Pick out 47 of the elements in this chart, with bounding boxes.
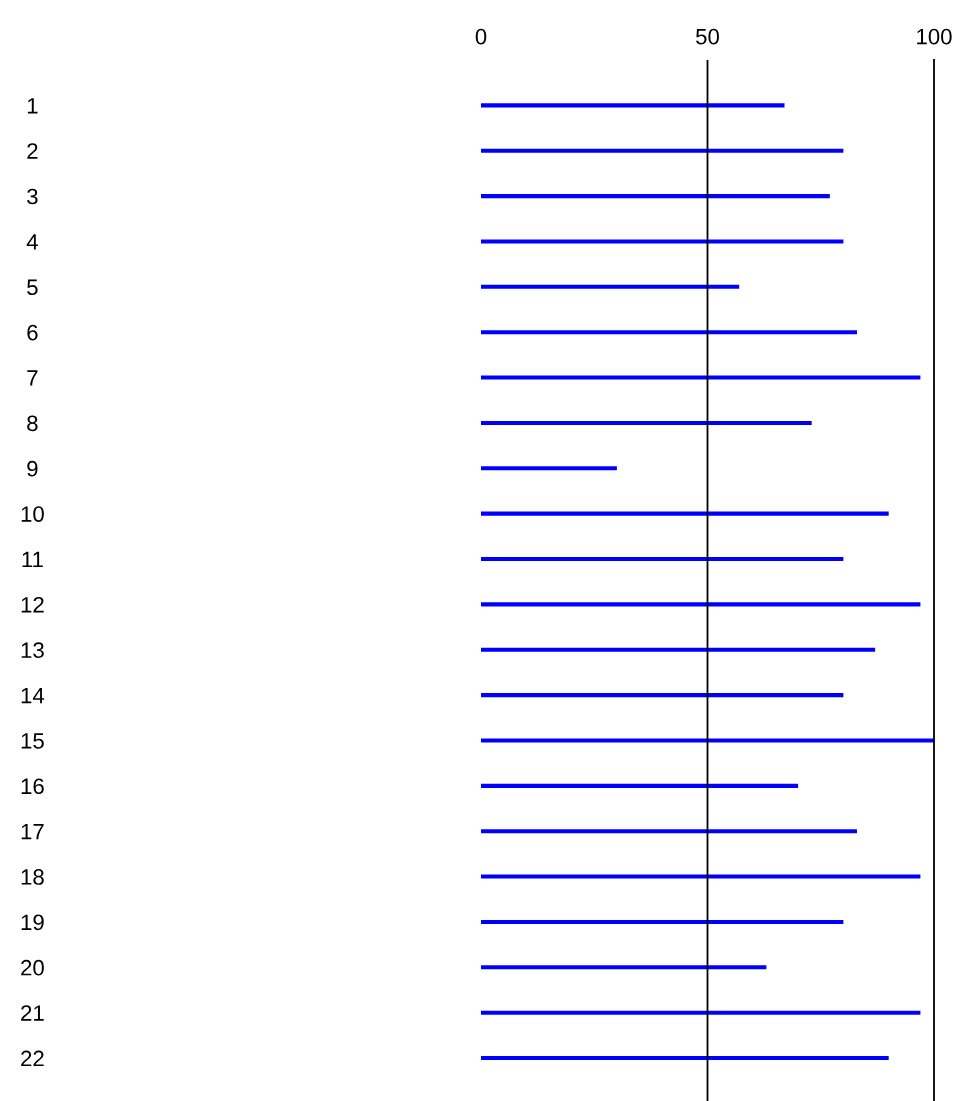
y-tick-label: 18 (21, 869, 44, 885)
y-tick-label: 17 (21, 823, 44, 840)
bar (481, 420, 812, 425)
bar (481, 194, 830, 199)
y-tick-label: 12 (21, 596, 44, 613)
bar (481, 1055, 889, 1061)
y-tick-label: 22 (21, 1050, 44, 1067)
bar (481, 239, 844, 244)
x2-tick-label: 0 (475, 28, 487, 45)
bar (481, 829, 857, 834)
y-tick-label: 11 (22, 551, 43, 568)
y-tick-label: 10 (21, 506, 44, 522)
bar (481, 375, 921, 380)
bar (481, 738, 934, 743)
y-tick-label: 13 (21, 642, 44, 659)
y-tick-label: 8 (27, 415, 38, 432)
bar (481, 647, 876, 652)
x2-tick-label: 50 (696, 28, 719, 45)
y-tick-label: 5 (27, 279, 38, 296)
bar (481, 965, 767, 970)
bar (481, 466, 617, 471)
y-tick-label: 6 (27, 324, 38, 341)
y-tick-label: 1 (27, 98, 38, 114)
bar (481, 330, 857, 335)
y-tick-label: 16 (21, 778, 44, 795)
bar (481, 693, 844, 698)
bar (481, 783, 799, 788)
y-tick-label: 20 (21, 959, 44, 976)
y-tick-label: 3 (27, 188, 38, 205)
y-tick-label: 21 (21, 1005, 44, 1021)
y-tick-label: 14 (21, 687, 45, 704)
bar (481, 103, 785, 108)
bar (481, 284, 740, 289)
bar (481, 511, 889, 516)
bar (481, 1010, 921, 1015)
y-tick-label: 4 (26, 234, 38, 250)
y-tick-label: 15 (21, 733, 44, 749)
bar (481, 874, 921, 879)
x2-tick-label: 100 (917, 28, 952, 45)
bar (481, 148, 844, 153)
y-tick-label: 7 (27, 370, 38, 386)
bar (481, 919, 844, 924)
y-tick-label: 19 (21, 914, 44, 931)
bar (481, 556, 844, 562)
y-tick-label: 9 (27, 460, 38, 477)
bar (481, 602, 921, 607)
y-tick-label: 2 (27, 143, 38, 159)
